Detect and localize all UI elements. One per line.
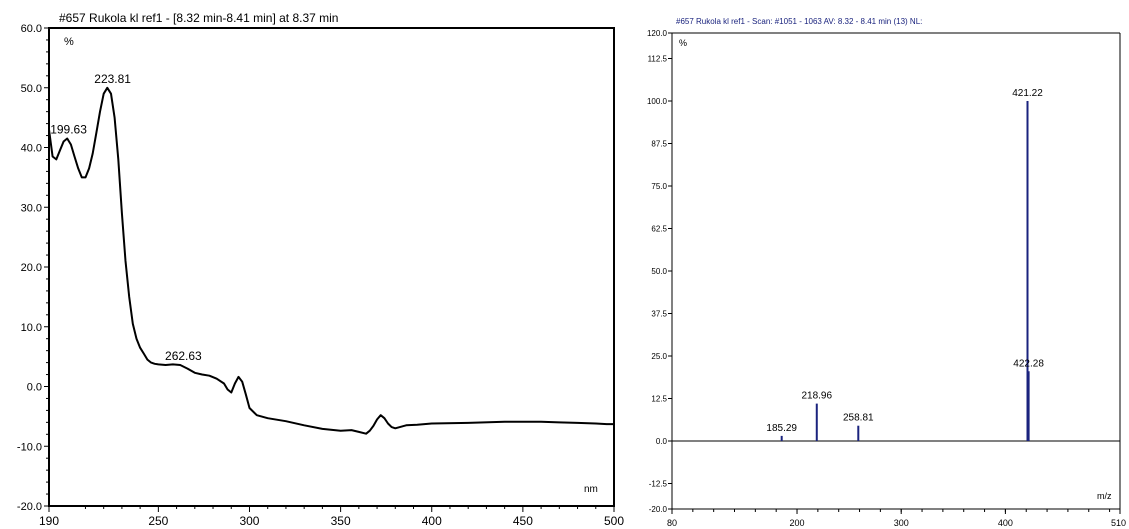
ms-y-tick-label: 0.0: [656, 437, 668, 446]
uv-spectrum-chart: #657 Rukola kl ref1 - [8.32 min-8.41 min…: [17, 11, 624, 528]
ms-y-tick-label: 37.5: [651, 310, 667, 319]
uv-y-tick-label: 40.0: [21, 143, 42, 155]
ms-peak-label: 422.28: [1013, 358, 1044, 369]
ms-x-tick-label: 300: [894, 518, 909, 528]
uv-peak-label: 262.63: [165, 349, 202, 363]
ms-peaks: 185.29 218.96 258.81 421.22 422.28: [766, 88, 1044, 441]
uv-chart-title: #657 Rukola kl ref1 - [8.32 min-8.41 min…: [59, 11, 338, 25]
uv-plot-frame: [48, 27, 615, 507]
uv-peak-label: 223.81: [94, 72, 131, 86]
uv-y-tick-label: 60.0: [21, 23, 42, 35]
ms-x-unit-label: m/z: [1097, 491, 1112, 501]
ms-x-tick-label: 80: [667, 518, 677, 528]
uv-y-unit-label: %: [64, 36, 74, 48]
ms-peak-label: 258.81: [843, 413, 874, 424]
ms-x-tick-label: 400: [998, 518, 1013, 528]
ms-y-tick-label: 25.0: [651, 352, 667, 361]
ms-x-tick-label: 200: [790, 518, 805, 528]
ms-y-tick-label: 87.5: [651, 140, 667, 149]
uv-x-tick-label: 500: [604, 514, 624, 528]
uv-y-axis: 60.0 50.0 40.0 30.0 20.0 10.0 0.0 -10.0 -20.0: [17, 23, 49, 513]
ms-peak-label: 218.96: [801, 391, 832, 402]
uv-y-tick-label: 10.0: [21, 322, 42, 334]
ms-peak-label: 185.29: [766, 423, 797, 434]
uv-peak-labels: 199.63 223.81 262.63: [50, 72, 202, 363]
ms-y-tick-label: 62.5: [651, 225, 667, 234]
uv-x-tick-label: 190: [39, 514, 59, 528]
uv-y-tick-label: 0.0: [27, 382, 42, 394]
uv-y-tick-label: 30.0: [21, 202, 42, 214]
uv-y-tick-label: -10.0: [17, 441, 42, 453]
ms-y-tick-label: -20.0: [649, 505, 668, 514]
uv-x-tick-label: 350: [331, 514, 351, 528]
ms-y-axis: 120.0 112.5 100.0 87.5 75.0 62.5 50.0 37.5 25.0 1…: [647, 29, 1120, 514]
ms-y-tick-label: 12.5: [651, 395, 667, 404]
ms-y-tick-label: 100.0: [647, 97, 668, 106]
mass-spectrum-chart: #657 Rukola kl ref1 - Scan: #1051 - 1063…: [647, 17, 1126, 528]
ms-x-axis: 80 200 300 400 510: [667, 509, 1126, 528]
uv-x-tick-label: 400: [422, 514, 442, 528]
ms-y-tick-label: -12.5: [649, 480, 668, 489]
ms-x-tick-label: 510: [1111, 518, 1126, 528]
uv-x-axis: 190 250 300 350 400 450 500: [39, 506, 624, 528]
ms-chart-title: #657 Rukola kl ref1 - Scan: #1051 - 1063…: [676, 17, 922, 26]
uv-spectrum-line: [48, 86, 614, 435]
uv-x-unit-label: nm: [584, 484, 598, 495]
ms-peak-label: 421.22: [1012, 88, 1043, 99]
uv-x-tick-label: 250: [148, 514, 168, 528]
ms-y-tick-label: 112.5: [648, 55, 668, 64]
uv-y-tick-label: 20.0: [21, 262, 42, 274]
uv-x-tick-label: 300: [239, 514, 259, 528]
ms-y-tick-label: 50.0: [651, 267, 667, 276]
ms-y-tick-label: 75.0: [651, 182, 667, 191]
uv-y-tick-label: -20.0: [17, 501, 42, 513]
ms-y-unit-label: %: [679, 38, 687, 48]
uv-x-tick-label: 450: [513, 514, 533, 528]
uv-peak-label: 199.63: [50, 123, 87, 137]
uv-y-tick-label: 50.0: [21, 83, 42, 95]
ms-y-tick-label: 120.0: [647, 29, 668, 38]
